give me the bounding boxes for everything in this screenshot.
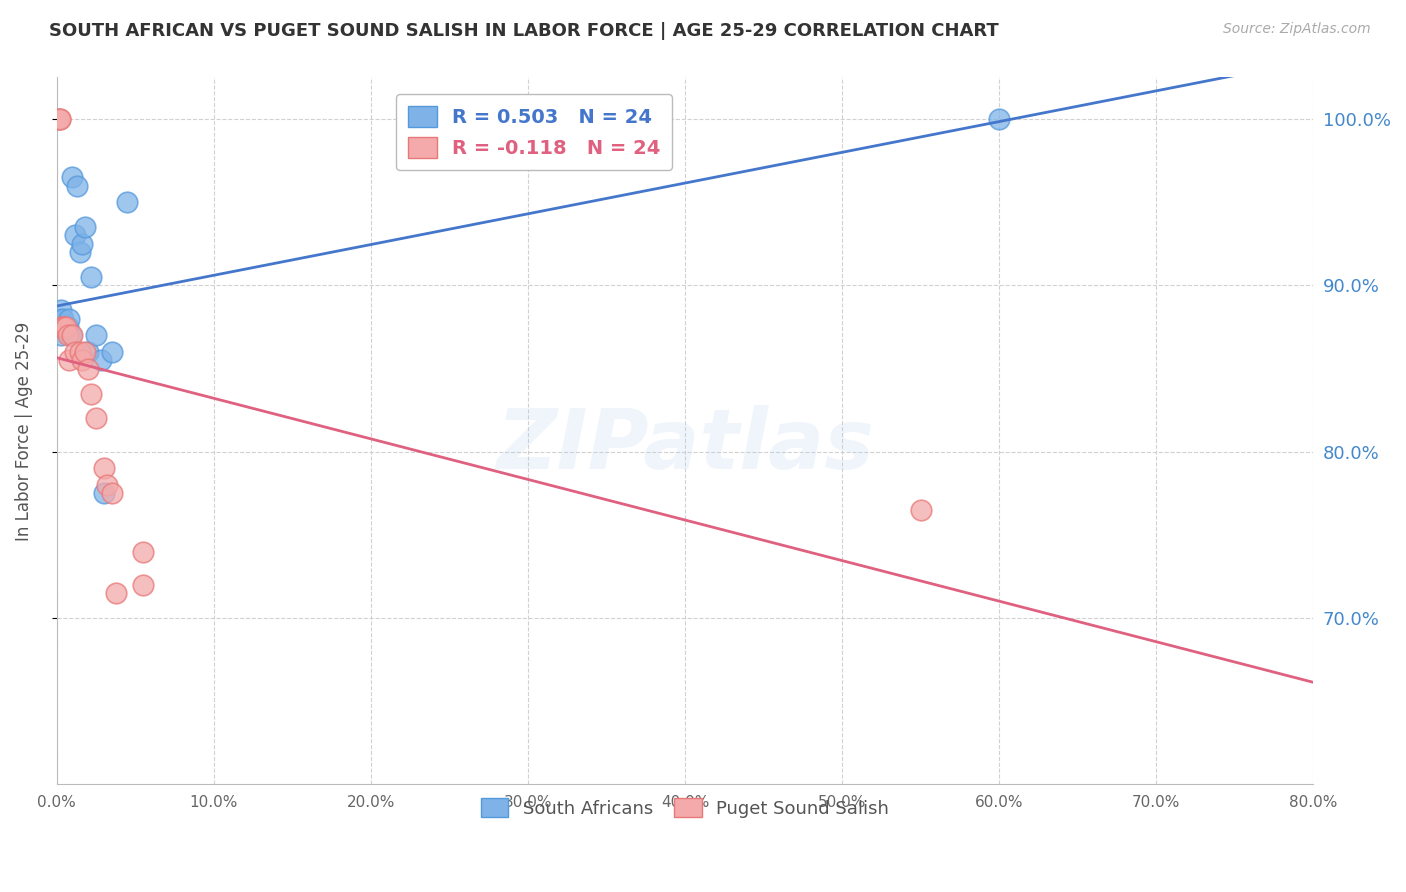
Point [84,328,107,343]
Point [65,345,87,359]
Point [58,311,80,326]
Text: SOUTH AFRICAN VS PUGET SOUND SALISH IN LABOR FORCE | AGE 25-29 CORRELATION CHART: SOUTH AFRICAN VS PUGET SOUND SALISH IN L… [49,22,998,40]
Point [90,353,112,368]
Point [910,503,932,517]
Legend: South Africans, Puget Sound Salish: South Africans, Puget Sound Salish [474,790,896,825]
Point [988,112,1011,126]
Point [73,220,96,235]
Point [93,486,115,500]
Point [52,320,75,334]
Point [55,320,77,334]
Point [84,411,107,425]
Point [46,112,69,126]
Point [77,345,100,359]
Point [105,586,128,600]
Point [51,320,73,334]
Point [69,245,91,260]
Point [100,486,122,500]
Point [80,270,103,285]
Point [55,320,77,334]
Text: ZIPatlas: ZIPatlas [496,405,875,485]
Point [56,320,79,334]
Point [51,328,73,343]
Point [48,112,70,126]
Point [100,345,122,359]
Point [46,311,69,326]
Point [73,345,96,359]
Text: Source: ZipAtlas.com: Source: ZipAtlas.com [1223,22,1371,37]
Point [132,544,155,558]
Point [65,228,87,243]
Point [51,303,73,318]
Point [96,478,118,492]
Point [77,361,100,376]
Point [80,386,103,401]
Point [59,328,82,343]
Point [60,328,83,343]
Point [53,320,76,334]
Point [48,112,70,126]
Point [60,170,83,185]
Y-axis label: In Labor Force | Age 25-29: In Labor Force | Age 25-29 [15,321,32,541]
Point [52,311,75,326]
Point [117,195,139,210]
Point [93,461,115,475]
Point [132,578,155,592]
Point [66,178,89,193]
Point [69,345,91,359]
Point [56,328,79,343]
Point [70,236,93,251]
Point [48,320,70,334]
Point [58,353,80,368]
Point [53,320,76,334]
Point [70,353,93,368]
